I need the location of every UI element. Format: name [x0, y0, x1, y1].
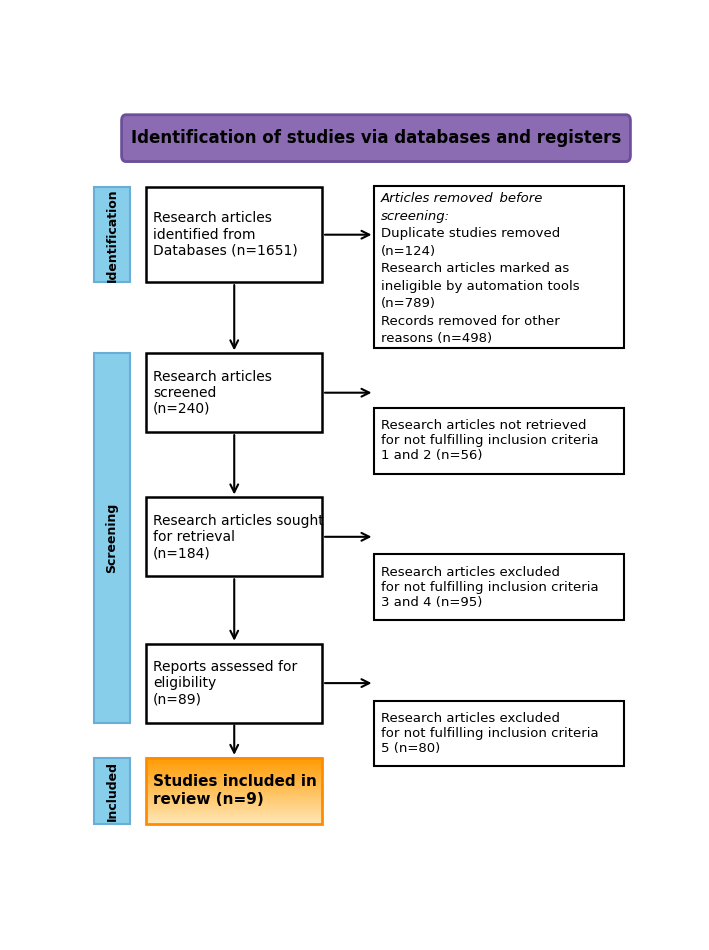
FancyBboxPatch shape: [94, 187, 130, 282]
FancyBboxPatch shape: [146, 821, 322, 824]
FancyBboxPatch shape: [146, 818, 322, 820]
FancyBboxPatch shape: [146, 777, 322, 779]
FancyBboxPatch shape: [146, 773, 322, 776]
FancyBboxPatch shape: [146, 759, 322, 761]
FancyBboxPatch shape: [146, 816, 322, 819]
FancyBboxPatch shape: [146, 757, 322, 759]
FancyBboxPatch shape: [146, 780, 322, 783]
Text: screening:: screening:: [381, 210, 450, 222]
FancyBboxPatch shape: [146, 814, 322, 817]
Text: Identification of studies via databases and registers: Identification of studies via databases …: [131, 129, 621, 147]
FancyBboxPatch shape: [146, 793, 322, 795]
Text: Records removed for other: Records removed for other: [381, 314, 559, 328]
Text: Research articles sought
for retrieval
(n=184): Research articles sought for retrieval (…: [153, 514, 324, 560]
Text: Research articles excluded
for not fulfilling inclusion criteria
5 (n=80): Research articles excluded for not fulfi…: [381, 712, 598, 755]
Text: Research articles marked as: Research articles marked as: [381, 262, 569, 276]
Text: reasons (n=498): reasons (n=498): [381, 332, 492, 345]
FancyBboxPatch shape: [146, 760, 322, 763]
FancyBboxPatch shape: [146, 788, 322, 790]
FancyBboxPatch shape: [146, 813, 322, 815]
FancyBboxPatch shape: [146, 771, 322, 774]
FancyBboxPatch shape: [146, 787, 322, 789]
Text: ineligible by automation tools: ineligible by automation tools: [381, 279, 579, 293]
FancyBboxPatch shape: [146, 765, 322, 768]
FancyBboxPatch shape: [146, 796, 322, 799]
FancyBboxPatch shape: [146, 643, 322, 723]
Text: Identification: Identification: [106, 188, 118, 281]
FancyBboxPatch shape: [146, 803, 322, 806]
Text: (n=124): (n=124): [381, 245, 436, 257]
FancyBboxPatch shape: [146, 802, 322, 804]
FancyBboxPatch shape: [146, 798, 322, 801]
FancyBboxPatch shape: [94, 758, 130, 824]
Text: (n=789): (n=789): [381, 297, 436, 310]
FancyBboxPatch shape: [146, 767, 322, 770]
Text: Screening: Screening: [106, 503, 118, 573]
FancyBboxPatch shape: [146, 778, 322, 781]
FancyBboxPatch shape: [146, 769, 322, 770]
Text: Reports assessed for
eligibility
(n=89): Reports assessed for eligibility (n=89): [153, 660, 297, 706]
FancyBboxPatch shape: [374, 185, 625, 348]
FancyBboxPatch shape: [146, 811, 322, 814]
FancyBboxPatch shape: [146, 784, 322, 786]
FancyBboxPatch shape: [146, 789, 322, 792]
FancyBboxPatch shape: [146, 497, 322, 577]
FancyBboxPatch shape: [146, 762, 322, 765]
Text: Research articles
screened
(n=240): Research articles screened (n=240): [153, 370, 272, 416]
FancyBboxPatch shape: [146, 800, 322, 802]
FancyBboxPatch shape: [146, 187, 322, 282]
Text: Duplicate studies removed: Duplicate studies removed: [381, 227, 560, 240]
Text: Research articles
identified from
Databases (n=1651): Research articles identified from Databa…: [153, 212, 298, 257]
Text: Included: Included: [106, 761, 118, 821]
FancyBboxPatch shape: [146, 353, 322, 432]
FancyBboxPatch shape: [146, 782, 322, 784]
FancyBboxPatch shape: [146, 785, 322, 788]
FancyBboxPatch shape: [146, 791, 322, 794]
FancyBboxPatch shape: [146, 808, 322, 810]
Text: Articles removed  before: Articles removed before: [381, 192, 543, 205]
FancyBboxPatch shape: [374, 555, 625, 620]
FancyBboxPatch shape: [146, 807, 322, 808]
FancyBboxPatch shape: [146, 809, 322, 812]
FancyBboxPatch shape: [374, 701, 625, 767]
FancyBboxPatch shape: [146, 795, 322, 797]
Text: Research articles not retrieved
for not fulfilling inclusion criteria
1 and 2 (n: Research articles not retrieved for not …: [381, 420, 598, 463]
FancyBboxPatch shape: [122, 115, 630, 162]
FancyBboxPatch shape: [146, 775, 322, 777]
FancyBboxPatch shape: [146, 820, 322, 822]
FancyBboxPatch shape: [146, 764, 322, 766]
Text: Research articles excluded
for not fulfilling inclusion criteria
3 and 4 (n=95): Research articles excluded for not fulfi…: [381, 566, 598, 609]
FancyBboxPatch shape: [146, 805, 322, 808]
FancyBboxPatch shape: [374, 408, 625, 474]
FancyBboxPatch shape: [94, 353, 130, 723]
FancyBboxPatch shape: [146, 770, 322, 772]
Text: Studies included in
review (n=9): Studies included in review (n=9): [153, 774, 317, 807]
